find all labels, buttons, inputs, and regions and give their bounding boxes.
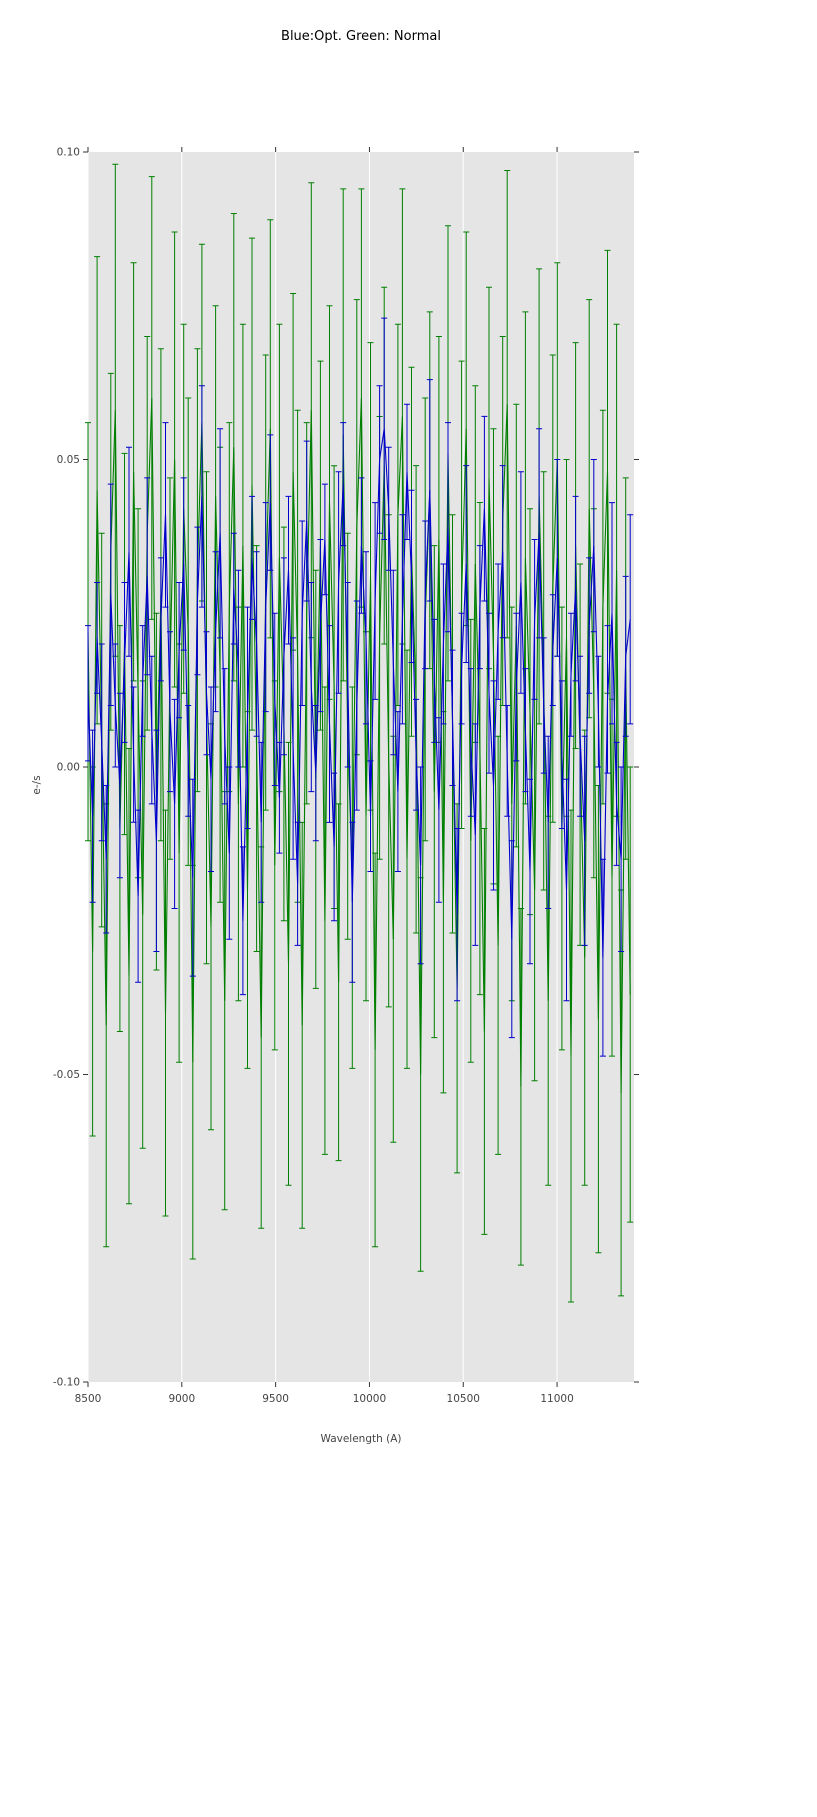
y-tick-label: -0.10 — [53, 1377, 80, 1389]
y-tick-label: -0.05 — [53, 1069, 80, 1081]
axis-ticks: 8500 9000 9500 10000 10500 11000 0.10 0.05 0.00 -… — [53, 147, 639, 1405]
data-layer — [85, 163, 634, 1303]
x-tick-label: 8500 — [75, 1393, 102, 1405]
chart-title: Blue:Opt. Green: Normal — [281, 29, 441, 44]
x-tick-label: 10500 — [447, 1393, 480, 1405]
y-tick-label: 0.00 — [57, 762, 80, 774]
x-tick-label: 11000 — [540, 1393, 573, 1405]
line-opt — [87, 428, 631, 958]
figure-canvas: 8500 9000 9500 10000 10500 11000 0.10 0.05 0.00 -… — [31, 29, 639, 1445]
x-tick-label: 9000 — [168, 1393, 195, 1405]
x-tick-label: 9500 — [262, 1393, 289, 1405]
x-tick-label: 10000 — [353, 1393, 386, 1405]
series-opt — [85, 317, 634, 1057]
y-tick-label: 0.05 — [57, 454, 80, 466]
x-axis-label: Wavelength (A) — [320, 1433, 401, 1445]
y-tick-label: 0.10 — [57, 147, 80, 159]
line-normal — [87, 397, 631, 1093]
y-axis-label: e-/s — [31, 775, 43, 794]
